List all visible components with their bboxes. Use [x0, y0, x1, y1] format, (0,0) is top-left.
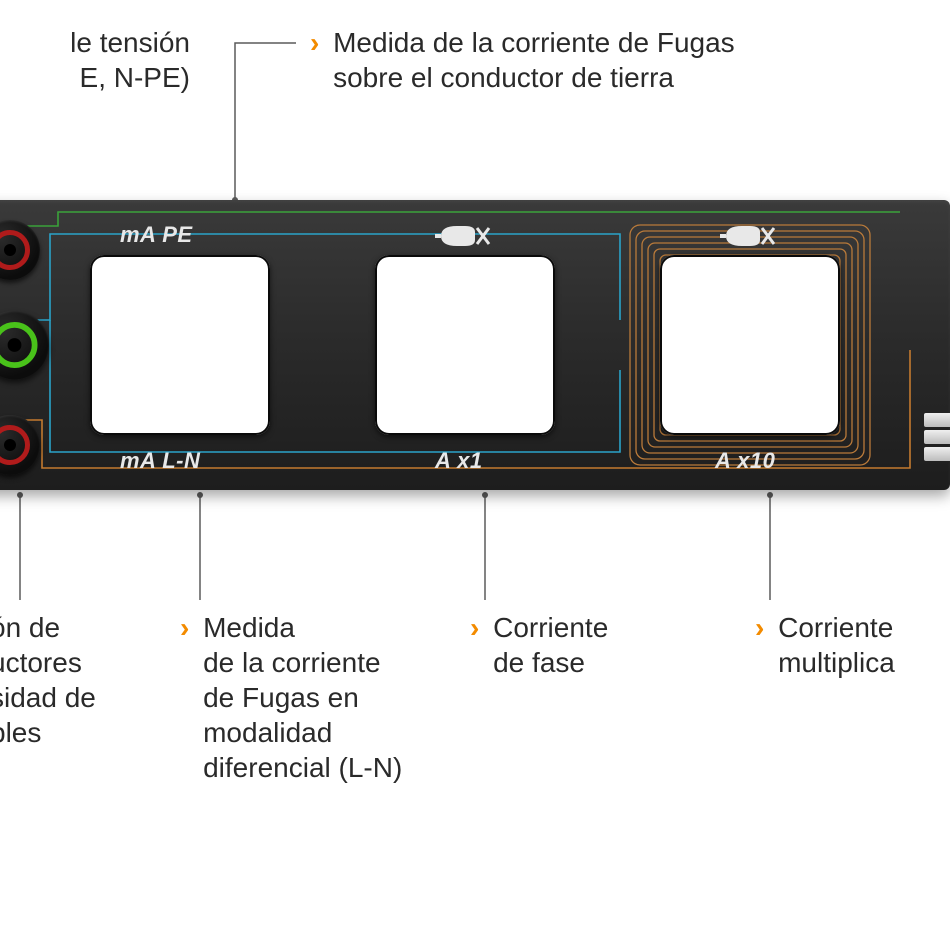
panel-label-ax1: A x1: [435, 448, 483, 474]
bullet-icon: ›: [180, 612, 189, 643]
cb3-l1: Corriente: [778, 612, 893, 643]
cbfl-l4: bles: [0, 717, 41, 748]
cbfl-l3: sidad de: [0, 682, 96, 713]
bullet-icon: ›: [470, 612, 479, 643]
cb1-l1: Medida: [203, 612, 295, 643]
callout-top-left: le tensión E, N-PE): [0, 25, 190, 95]
callout-top-left-line1: le tensión: [70, 27, 190, 58]
cb1-l3: de Fugas en: [203, 682, 359, 713]
window-ax10: [660, 255, 840, 435]
cb2-l2: de fase: [493, 647, 585, 678]
clamp-icon: [720, 222, 776, 250]
panel-label-ma-ln: mA L-N: [120, 448, 200, 474]
callout-top-right-line2: sobre el conductor de tierra: [333, 62, 674, 93]
cb1-l4: modalidad: [203, 717, 332, 748]
callout-bottom-far-left: ón de uctores sidad de bles: [0, 610, 150, 750]
cbfl-l2: uctores: [0, 647, 82, 678]
callout-bottom-1: › Medida › de la corriente › de Fugas en…: [180, 610, 470, 785]
callout-top-right-line1: Medida de la corriente de Fugas: [333, 27, 735, 58]
bullet-icon: ›: [310, 27, 319, 58]
clamp-icon: [435, 222, 491, 250]
cbfl-l1: ón de: [0, 612, 60, 643]
device-panel: mA PE mA L-N A x1 A x10: [0, 200, 950, 490]
cb3-l2: multiplica: [778, 647, 895, 678]
cb1-l5: diferencial (L-N): [203, 752, 402, 783]
bullet-icon: ›: [755, 612, 764, 643]
callout-bottom-3: › Corriente › multiplica: [755, 610, 950, 680]
window-ax1: [375, 255, 555, 435]
window-ma-pe: [90, 255, 270, 435]
cb2-l1: Corriente: [493, 612, 608, 643]
panel-label-ax10: A x10: [715, 448, 775, 474]
right-contacts: [916, 410, 950, 464]
callout-top-right: › Medida de la corriente de Fugas › sobr…: [310, 25, 735, 95]
callout-bottom-2: › Corriente › de fase: [470, 610, 670, 680]
cb1-l2: de la corriente: [203, 647, 380, 678]
panel-label-ma-pe: mA PE: [120, 222, 193, 248]
callout-top-left-line2: E, N-PE): [80, 62, 190, 93]
